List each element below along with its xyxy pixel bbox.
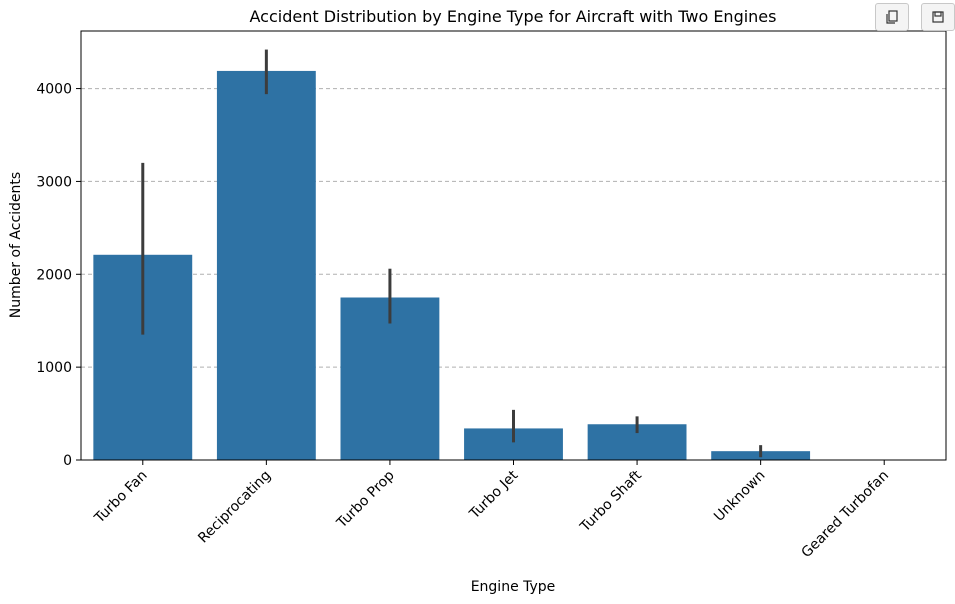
save-icon — [932, 11, 944, 23]
save-button[interactable] — [921, 3, 955, 31]
y-tick-label: 1000 — [36, 360, 72, 376]
x-tick-label: Turbo Shaft — [577, 467, 646, 536]
y-axis-ticks: 0 1000 2000 3000 4000 — [36, 82, 81, 469]
gridlines — [81, 88, 946, 368]
x-tick-label: Geared Turbofan — [798, 468, 892, 562]
y-tick-label: 0 — [63, 453, 72, 469]
bar — [216, 70, 316, 460]
error-bars — [141, 49, 763, 458]
chart-title: Accident Distribution by Engine Type for… — [250, 7, 777, 26]
x-tick-label: Reciprocating — [195, 468, 274, 547]
x-axis-ticks: Turbo Fan Reciprocating Turbo Prop Turbo Je… — [91, 460, 892, 561]
x-tick-label: Turbo Jet — [466, 467, 522, 523]
x-tick-label: Turbo Fan — [91, 468, 151, 528]
x-tick-label: Turbo Prop — [333, 467, 397, 531]
y-tick-label: 3000 — [36, 174, 72, 190]
y-tick-label: 2000 — [36, 267, 72, 283]
plot-area-frame — [80, 30, 947, 461]
x-tick-label: Unknown — [711, 468, 768, 525]
y-tick-label: 4000 — [36, 82, 72, 98]
bars — [93, 70, 811, 460]
x-axis-label: Engine Type — [471, 579, 556, 595]
copy-icon — [886, 10, 898, 24]
copy-button[interactable] — [875, 3, 909, 31]
y-axis-label: Number of Accidents — [8, 172, 24, 318]
bar — [340, 297, 440, 460]
